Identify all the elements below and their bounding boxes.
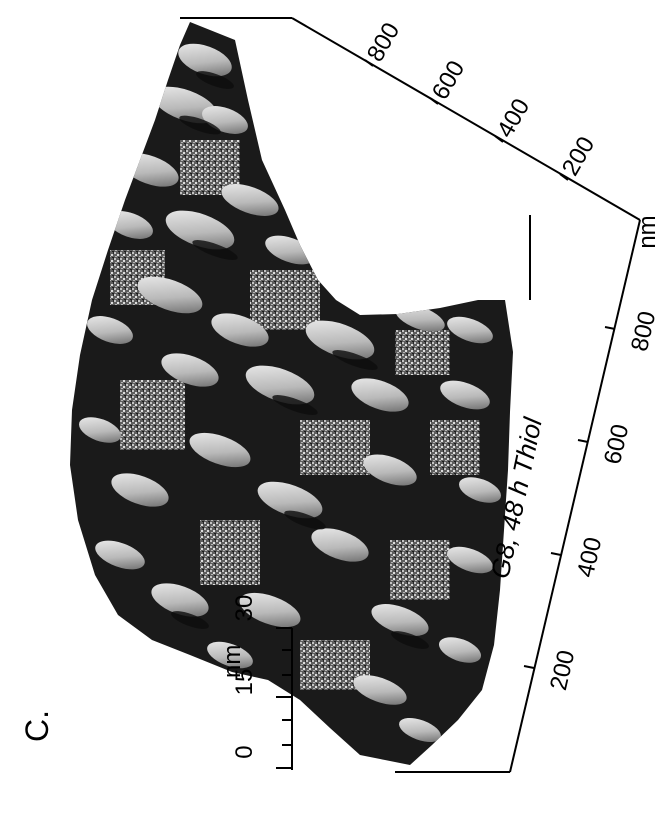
z-axis-unit: nm [219, 645, 246, 678]
x-axis-unit: nm [634, 215, 661, 248]
z-axis: nm 30 15 0 [219, 595, 293, 770]
afm-surface [70, 22, 513, 765]
x-tick-label: 400 [572, 535, 607, 580]
z-tick-label: 0 [231, 745, 258, 758]
z-tick-label: 30 [231, 595, 258, 622]
panel-label: C. [19, 710, 55, 742]
y-axis: 200 400 600 800 [362, 18, 600, 181]
x-tick-label: 800 [626, 309, 661, 354]
y-tick-label: 400 [492, 94, 535, 142]
z-tick-label: 15 [231, 669, 258, 696]
y-tick-label: 600 [427, 56, 470, 104]
x-tick-label: 200 [545, 648, 580, 693]
x-tick-label: 600 [599, 422, 634, 467]
y-tick-label: 200 [557, 132, 600, 180]
y-tick-label: 800 [362, 18, 405, 66]
